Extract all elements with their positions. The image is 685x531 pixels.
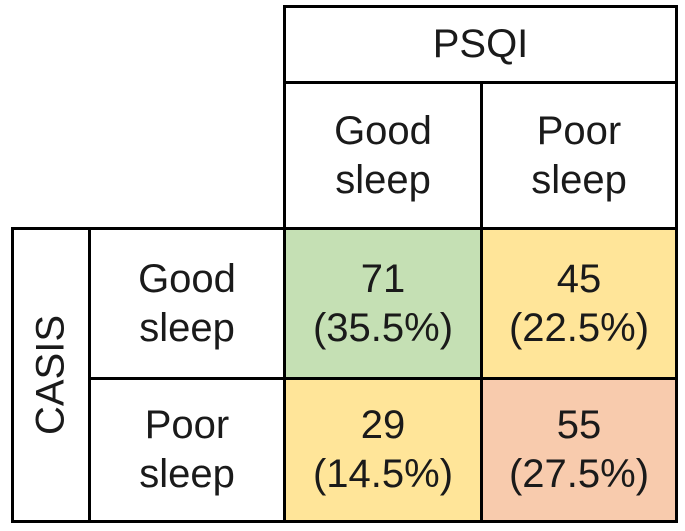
col-header-poor-line1: Poor [536, 108, 622, 153]
casis-group-header: CASIS [11, 227, 91, 523]
psqi-group-label: PSQI [432, 22, 529, 66]
cell-poor-good-count: 29 [360, 403, 406, 447]
cell-poor-poor-count: 55 [556, 403, 602, 447]
cell-good-good-percent: (35.5%) [312, 305, 454, 350]
cell-poor-good: 29 (14.5%) [283, 377, 483, 523]
col-header-poor-line2: sleep [531, 157, 627, 202]
casis-group-label: CASIS [28, 314, 73, 436]
col-header-good-line1: Good [334, 108, 432, 153]
cell-poor-poor: 55 (27.5%) [480, 377, 678, 523]
cell-good-poor-percent: (22.5%) [508, 305, 650, 350]
cell-good-good-count: 71 [360, 256, 406, 301]
psqi-group-header: PSQI [283, 5, 678, 84]
row-header-good-line1: Good [138, 256, 236, 301]
cell-good-good: 71 (35.5%) [283, 227, 483, 380]
col-header-poor-sleep: Poor sleep [480, 81, 678, 230]
contingency-table: PSQI Good sleep Poor sleep CASIS Good sl… [11, 5, 678, 523]
col-header-good-sleep: Good sleep [283, 81, 483, 230]
spacer-header-left [12, 82, 285, 229]
row-header-poor-sleep: Poor sleep [88, 377, 286, 523]
row-header-poor-line1: Poor [144, 403, 230, 447]
cell-poor-poor-percent: (27.5%) [508, 452, 650, 496]
spacer-top-left [12, 6, 285, 83]
row-header-good-sleep: Good sleep [88, 227, 286, 380]
col-header-good-line2: sleep [335, 157, 431, 202]
row-header-good-line2: sleep [139, 305, 235, 350]
row-header-poor-line2: sleep [139, 452, 235, 496]
cell-poor-good-percent: (14.5%) [312, 452, 454, 496]
cell-good-poor: 45 (22.5%) [480, 227, 678, 380]
cell-good-poor-count: 45 [556, 256, 602, 301]
